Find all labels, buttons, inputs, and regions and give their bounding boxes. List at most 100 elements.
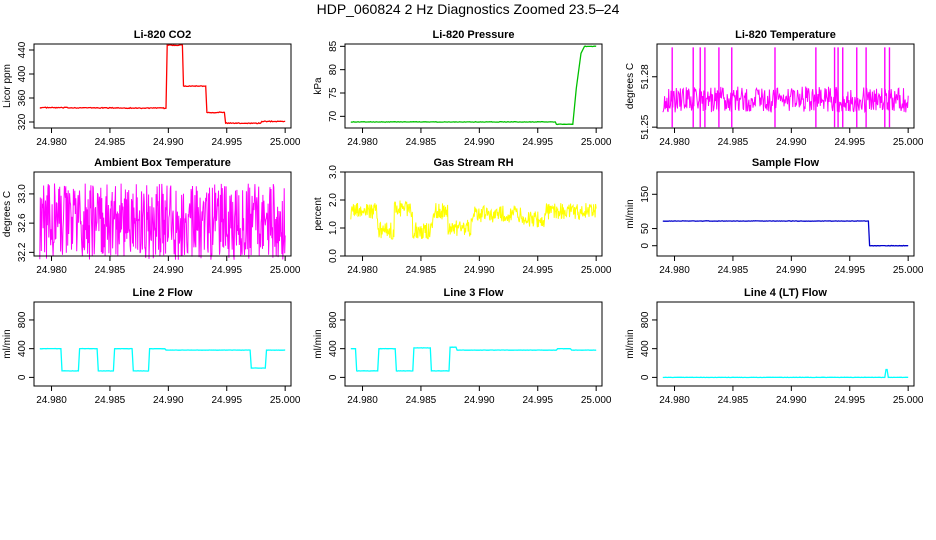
y-axis-label: degrees C: [625, 63, 636, 109]
y-axis-label: percent: [313, 197, 324, 231]
x-tick-label: 24.995: [834, 265, 865, 276]
x-tick-label: 24.995: [834, 137, 865, 148]
y-tick-label: 1.0: [328, 221, 339, 235]
y-tick-label: 75: [328, 87, 339, 99]
y-tick-label: 320: [17, 113, 28, 130]
x-tick-label: 24.990: [464, 395, 495, 406]
plot-frame: [33, 301, 292, 387]
panel-title: Sample Flow: [752, 157, 820, 169]
y-tick-label: 400: [640, 340, 651, 357]
figure-title: HDP_060824 2 Hz Diagnostics Zoomed 23.5–…: [316, 1, 620, 17]
x-tick-label: 24.985: [718, 395, 749, 406]
plot-frame: [33, 43, 292, 129]
y-tick-label: 800: [17, 311, 28, 328]
chart-panel-9: Line 4 (LT) Flow ml/min 24.980 24.985 24.990…: [625, 287, 924, 406]
y-axis-label: ml/min: [313, 329, 324, 358]
y-tick-label: 70: [328, 110, 339, 122]
x-tick-label: 24.985: [95, 395, 126, 406]
x-tick-label: 24.995: [211, 395, 242, 406]
y-axis-label: Licor ppm: [2, 64, 13, 108]
x-tick-label: 24.980: [36, 265, 67, 276]
y-tick-label: 32.6: [17, 213, 28, 233]
y-tick-label: 400: [17, 65, 28, 82]
series-line: [662, 86, 909, 114]
x-tick-label: 24.990: [464, 265, 495, 276]
chart-panel-7: Line 2 Flow ml/min 24.980 24.985 24.990 24.99…: [2, 287, 301, 406]
x-tick-label: 24.990: [153, 137, 184, 148]
chart-panel-6: Sample Flow ml/min 24.980 24.985 24.990 24.99…: [625, 157, 924, 276]
series-line: [662, 368, 909, 379]
plot-frame: [33, 171, 292, 257]
y-tick-label: 85: [328, 40, 339, 52]
y-tick-label: 0: [640, 374, 651, 380]
panel-title: Line 3 Flow: [444, 287, 504, 299]
y-tick-label: 440: [17, 41, 28, 58]
chart-panel-8: Line 3 Flow ml/min 24.980 24.985 24.990 24.99…: [313, 287, 612, 406]
x-tick-label: 24.980: [347, 265, 378, 276]
x-tick-label: 24.980: [36, 395, 67, 406]
x-tick-label: 24.980: [36, 137, 67, 148]
x-tick-label: 24.985: [95, 137, 126, 148]
y-tick-label: 50: [640, 223, 651, 235]
series-line: [350, 45, 597, 126]
x-tick-label: 24.995: [211, 137, 242, 148]
y-tick-label: 51.28: [640, 64, 651, 89]
x-tick-label: 24.980: [659, 137, 690, 148]
y-axis-label: ml/min: [2, 329, 13, 358]
x-tick-label: 24.985: [718, 137, 749, 148]
chart-panel-2: Li-820 Pressure kPa 24.980 24.985 24.990 24.9…: [313, 29, 612, 148]
series-line: [350, 346, 597, 372]
panel-title: Li-820 CO2: [134, 29, 191, 41]
x-tick-label: 24.985: [718, 265, 749, 276]
y-tick-label: 800: [328, 311, 339, 328]
y-tick-label: 360: [17, 89, 28, 106]
plot-frame: [656, 171, 915, 257]
y-tick-label: 400: [17, 340, 28, 357]
x-tick-label: 25.000: [270, 265, 301, 276]
series-line: [350, 200, 597, 240]
x-tick-label: 24.985: [95, 265, 126, 276]
x-tick-label: 25.000: [581, 395, 612, 406]
y-tick-label: 2.0: [328, 193, 339, 207]
y-tick-label: 0.0: [328, 249, 339, 263]
x-tick-label: 24.985: [406, 395, 437, 406]
y-tick-label: 0: [328, 374, 339, 380]
series-line: [39, 44, 286, 125]
chart-panel-3: Li-820 Temperature degrees C 24.980 24.985 2…: [625, 29, 924, 148]
y-axis-label: kPa: [313, 77, 324, 95]
y-tick-label: 0: [17, 374, 28, 380]
x-tick-label: 24.995: [834, 395, 865, 406]
plot-frame: [656, 43, 915, 129]
x-tick-label: 24.990: [153, 265, 184, 276]
x-tick-label: 24.995: [522, 137, 553, 148]
x-tick-label: 25.000: [893, 265, 924, 276]
plot-frame: [344, 43, 603, 129]
x-tick-label: 25.000: [893, 395, 924, 406]
y-tick-label: 400: [328, 340, 339, 357]
x-tick-label: 24.980: [659, 395, 690, 406]
panel-title: Gas Stream RH: [433, 157, 513, 169]
x-tick-label: 25.000: [270, 137, 301, 148]
y-axis-label: degrees C: [2, 191, 13, 237]
x-tick-label: 24.990: [153, 395, 184, 406]
x-tick-label: 24.995: [522, 395, 553, 406]
panel-title: Li-820 Pressure: [433, 29, 515, 41]
panel-title: Line 4 (LT) Flow: [744, 287, 827, 299]
x-tick-label: 25.000: [581, 137, 612, 148]
y-axis-label: ml/min: [625, 199, 636, 228]
x-tick-label: 24.985: [406, 265, 437, 276]
chart-panel-1: Li-820 CO2 Licor ppm 24.980 24.985 24.990 24.…: [2, 29, 301, 148]
chart-panel-4: Ambient Box Temperature degrees C 24.980 24…: [2, 157, 301, 276]
x-tick-label: 24.995: [522, 265, 553, 276]
y-tick-label: 800: [640, 311, 651, 328]
panel-title: Line 2 Flow: [133, 287, 193, 299]
y-tick-label: 0: [640, 242, 651, 248]
x-tick-label: 24.990: [776, 265, 807, 276]
series-line: [39, 183, 286, 260]
y-tick-label: 80: [328, 64, 339, 76]
panel-title: Li-820 Temperature: [735, 29, 836, 41]
x-tick-label: 25.000: [581, 265, 612, 276]
x-tick-label: 24.990: [464, 137, 495, 148]
x-tick-label: 24.985: [406, 137, 437, 148]
